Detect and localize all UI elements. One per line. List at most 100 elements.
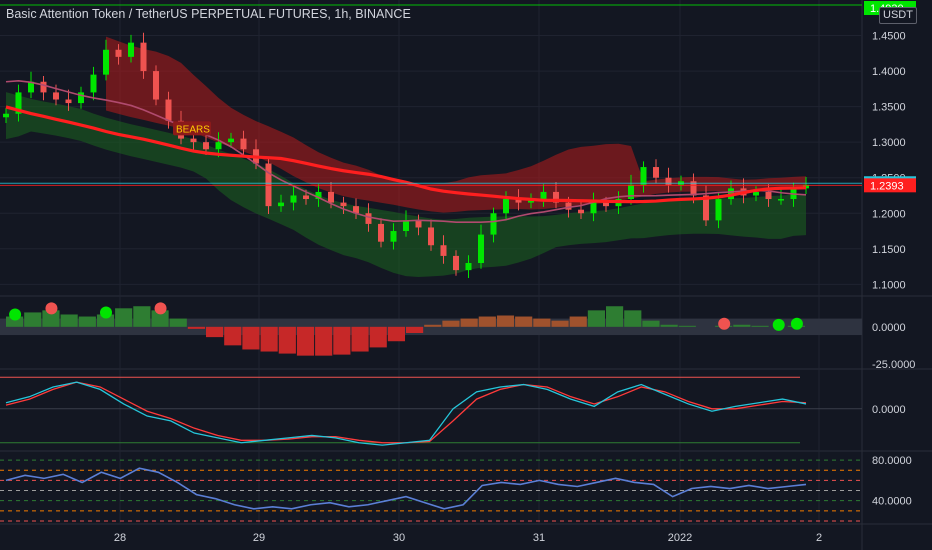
- candle-body: [128, 42, 134, 57]
- histogram-bar: [424, 324, 442, 327]
- histogram-bar: [387, 326, 405, 342]
- histogram-bar: [242, 326, 260, 350]
- histogram-bar: [151, 310, 169, 327]
- candle-body: [153, 71, 159, 100]
- candle-body: [203, 142, 209, 150]
- rsi-pane: [0, 459, 862, 522]
- signal-dot: [45, 302, 58, 315]
- histogram-bar: [369, 326, 387, 348]
- osc-tick-label: 0.0000: [872, 404, 906, 416]
- hist-tick-label: 0.0000: [872, 322, 906, 334]
- rsi-tick-label: 80.0000: [872, 455, 912, 467]
- macd-line: [5, 381, 807, 446]
- price-tick-label: 1.3500: [872, 102, 906, 114]
- time-tick-label: 28: [114, 532, 126, 544]
- candle-body: [603, 202, 609, 207]
- price-axis[interactable]: 1.10001.15001.20001.25001.30001.35001.40…: [864, 1, 916, 508]
- histogram-bar: [406, 326, 424, 333]
- candle-body: [190, 138, 197, 143]
- candle-body: [315, 191, 322, 200]
- histogram-bar: [224, 326, 242, 346]
- histogram-bar: [678, 325, 696, 327]
- candle-body: [465, 263, 472, 271]
- candle-body: [328, 191, 334, 203]
- candle-body: [53, 92, 59, 100]
- candle-body: [365, 213, 372, 224]
- histogram-bar: [42, 310, 60, 327]
- histogram-bar: [115, 308, 133, 327]
- price-tick-label: 1.3000: [872, 137, 906, 149]
- candle-body: [215, 142, 222, 150]
- candle-body: [515, 199, 522, 203]
- histogram-bar: [333, 326, 351, 355]
- signal-dot: [154, 302, 167, 315]
- rsi-line: [5, 467, 807, 510]
- histogram-bar: [133, 306, 151, 327]
- price-badge-label: 1.2393: [870, 180, 904, 192]
- candle-body: [278, 202, 284, 207]
- chart-title: Basic Attention Token / TetherUS PERPETU…: [6, 7, 411, 21]
- histogram-bar: [460, 318, 478, 327]
- candle-body: [578, 209, 584, 214]
- bears-label-box: [173, 121, 211, 136]
- candle-body: [228, 138, 234, 143]
- signal-dot: [9, 308, 22, 321]
- candle-body: [765, 191, 772, 200]
- price-tick-label: 1.2000: [872, 208, 906, 220]
- candle-body: [640, 167, 647, 185]
- signal-dot: [718, 317, 731, 330]
- candle-body: [428, 227, 434, 246]
- candle-body: [415, 220, 422, 228]
- histogram-bar: [6, 316, 24, 327]
- candle-body: [778, 199, 784, 201]
- histogram-bar: [733, 324, 751, 327]
- candle-body: [540, 191, 547, 200]
- candle-body: [303, 195, 309, 200]
- histogram-pane: [0, 302, 862, 356]
- candle-body: [715, 199, 722, 221]
- signal-line: [5, 381, 807, 444]
- signal-dot: [100, 306, 112, 319]
- candle-body: [140, 42, 147, 72]
- currency-badge[interactable]: USDT: [879, 7, 917, 24]
- pink-moving-average: [5, 80, 807, 224]
- candle-body: [40, 81, 47, 93]
- histogram-bar: [606, 306, 624, 327]
- candle-body: [553, 191, 559, 203]
- histogram-bar: [569, 316, 587, 327]
- candle-body: [28, 81, 34, 93]
- oscillator-pane: [0, 376, 862, 446]
- candle-body: [565, 202, 572, 210]
- candle-body: [690, 181, 697, 196]
- histogram-bar: [260, 326, 278, 352]
- signal-dot: [790, 317, 803, 330]
- histogram-bar: [496, 315, 515, 327]
- histogram-bar: [78, 316, 96, 327]
- candle-body: [453, 255, 459, 271]
- time-tick-label: 2022: [668, 532, 692, 544]
- candle-body: [403, 220, 409, 232]
- rsi-tick-label: 40.0000: [872, 496, 912, 508]
- time-tick-label: 2: [816, 532, 822, 544]
- histogram-bar: [351, 326, 369, 352]
- candle-body: [590, 202, 597, 214]
- candle-body: [440, 245, 447, 256]
- price-tick-label: 1.1500: [872, 244, 906, 256]
- price-tick-label: 1.1000: [872, 279, 906, 291]
- candle-body: [103, 49, 109, 75]
- candle-body: [90, 74, 97, 93]
- histogram-bar: [551, 320, 569, 327]
- histogram-bar: [642, 320, 660, 327]
- candle-body: [78, 92, 84, 104]
- signal-dot: [772, 318, 785, 331]
- candle-body: [15, 92, 22, 114]
- histogram-bar: [660, 324, 678, 327]
- time-axis[interactable]: 28 29 30 31 2022 2: [114, 532, 822, 544]
- candle-body: [628, 184, 634, 200]
- candle-body: [653, 167, 659, 178]
- histogram-bar: [624, 310, 642, 327]
- candle-body: [3, 113, 9, 118]
- histogram-bar: [751, 325, 769, 327]
- bears-label: BEARS: [176, 124, 210, 135]
